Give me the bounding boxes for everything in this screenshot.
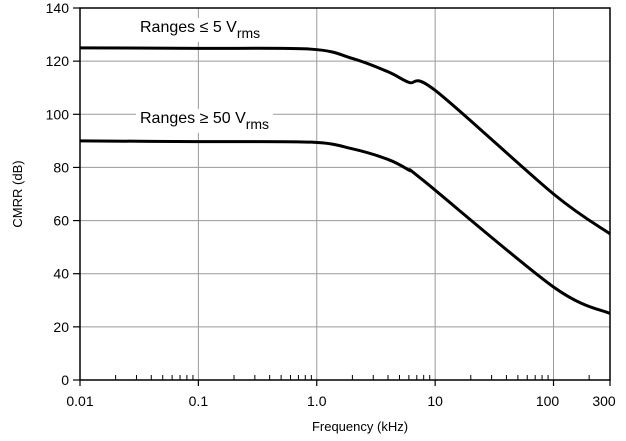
series-line-1 xyxy=(79,46,611,236)
y-tick-label: 60 xyxy=(53,213,69,229)
series-label-main: Ranges ≤ 5 V xyxy=(140,19,237,36)
series-label-2: Ranges ≥ 50 Vrms xyxy=(140,110,269,132)
series-label-subscript: rms xyxy=(246,116,269,132)
y-tick-label: 120 xyxy=(46,53,70,69)
series-label-subscript: rms xyxy=(237,25,260,41)
x-tick-label: 0.1 xyxy=(189,393,209,409)
x-tick-label: 300 xyxy=(592,393,616,409)
series-label-background xyxy=(136,17,265,42)
series-label-1: Ranges ≤ 5 Vrms xyxy=(140,19,260,41)
y-tick-label: 0 xyxy=(61,372,69,388)
x-tick-label: 0.01 xyxy=(66,393,93,409)
series-label-main: Ranges ≥ 50 V xyxy=(140,110,246,127)
y-tick-label: 100 xyxy=(46,106,70,122)
x-tick-labels: 0.01 0.1 1.0 10 100 300 xyxy=(66,393,616,409)
y-tick-labels: 0 20 40 60 80 100 120 140 xyxy=(46,0,70,388)
y-tick-label: 140 xyxy=(46,0,70,16)
y-axis-title: CMRR (dB) xyxy=(10,160,25,227)
x-tick-label: 100 xyxy=(536,393,560,409)
y-tick-label: 40 xyxy=(53,266,69,282)
series-label-background xyxy=(136,108,274,133)
axis-ticks xyxy=(73,7,611,386)
y-tick-label: 80 xyxy=(53,159,69,175)
series-lines xyxy=(79,46,611,315)
series-line-2 xyxy=(79,139,611,315)
x-axis-title: Frequency (kHz) xyxy=(312,419,408,434)
y-tick-label: 20 xyxy=(53,319,69,335)
grid-lines xyxy=(80,8,610,380)
plot-frame xyxy=(79,7,611,381)
x-tick-label: 1.0 xyxy=(307,393,327,409)
x-tick-label: 10 xyxy=(427,393,443,409)
